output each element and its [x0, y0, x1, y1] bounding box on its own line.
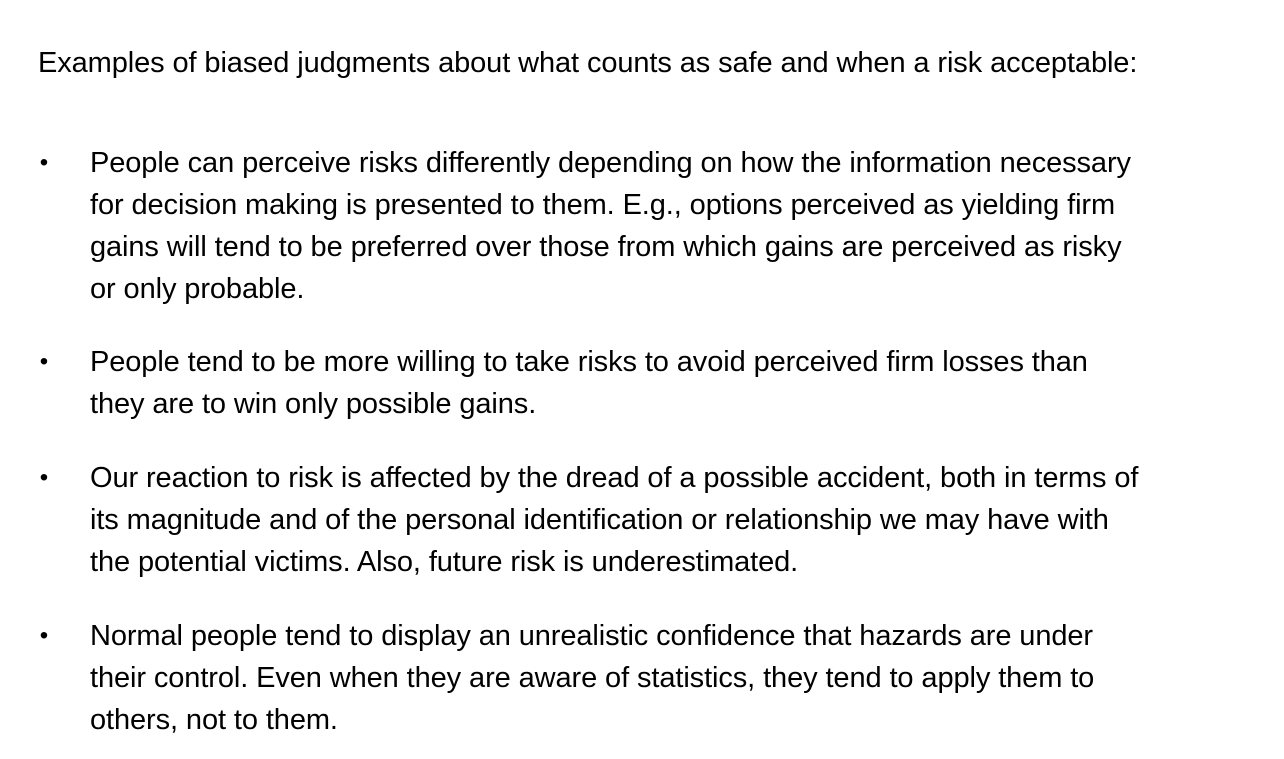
bullet-line: People can perceive risks differently de… [90, 147, 1131, 179]
bullet-line: they are to win only possible gains. [90, 388, 537, 420]
bullet-icon: • [39, 348, 49, 375]
bullet-line: gains will tend to be preferred over tho… [90, 231, 1122, 263]
bullet-icon: • [39, 149, 49, 176]
bullet-line: for decision making is presented to them… [90, 189, 1116, 221]
bullet-line: its magnitude and of the personal identi… [90, 504, 1109, 536]
bullet-line: Our reaction to risk is affected by the … [90, 462, 1139, 494]
intro-heading: Examples of biased judgments about what … [38, 47, 1138, 79]
bullet-line: their control. Even when they are aware … [90, 662, 1095, 694]
bullet-text: Normal people tend to display an unreali… [90, 615, 1280, 741]
bullet-line: the potential victims. Also, future risk… [90, 546, 799, 578]
bullet-line: Normal people tend to display an unreali… [90, 620, 1093, 652]
bullet-text: People can perceive risks differently de… [90, 142, 1280, 310]
bullet-line: others, not to them. [90, 704, 338, 736]
bullet-icon: • [39, 622, 49, 649]
bullet-text: Our reaction to risk is affected by the … [90, 457, 1280, 583]
bullet-line: People tend to be more willing to take r… [90, 346, 1088, 378]
bullet-text: People tend to be more willing to take r… [90, 341, 1280, 425]
bullet-icon: • [39, 464, 49, 491]
bullet-line: or only probable. [90, 273, 305, 305]
